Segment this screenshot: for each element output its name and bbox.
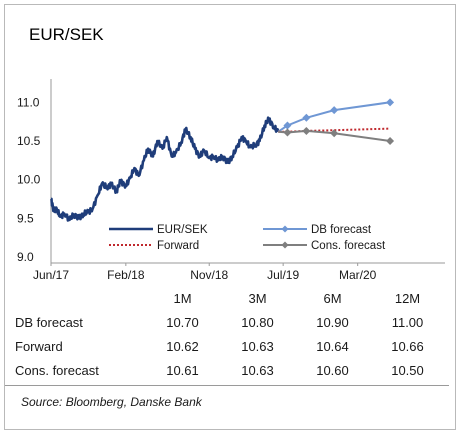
table-column-header: 1M <box>173 290 192 306</box>
legend-label: Forward <box>157 240 199 252</box>
table-column-header: 12M <box>394 290 421 306</box>
table-row: Forward 10.62 10.63 10.64 10.66 <box>15 334 445 358</box>
table-row: DB forecast 10.70 10.80 10.90 11.00 <box>15 310 445 334</box>
legend: EUR/SEK DB forecast Forward Cons. forecast <box>109 224 386 252</box>
y-tick-label: 9.5 <box>17 211 34 225</box>
table-cell: 10.63 <box>241 362 274 378</box>
y-tick-label: 11.0 <box>17 95 40 109</box>
table-cell: 10.70 <box>166 314 199 330</box>
forecast-table: 1M 3M 6M 12M DB forecast 10.70 10.80 10.90 11.00… <box>15 286 445 382</box>
data-point-marker <box>283 128 292 137</box>
legend-label: Cons. forecast <box>311 240 386 252</box>
x-tick-label: Jun/17 <box>33 268 69 282</box>
table-column-header: 6M <box>323 290 342 306</box>
data-point-marker <box>302 113 311 122</box>
x-tick-label: Mar/20 <box>339 268 377 282</box>
table-column-header: 3M <box>248 290 267 306</box>
series-line-eur-sek <box>50 116 280 222</box>
table-row-label: Forward <box>15 338 63 354</box>
series-lines <box>50 98 395 222</box>
table-row-label: Cons. forecast <box>15 362 99 378</box>
data-point-marker <box>283 121 292 130</box>
y-tick-label: 10.5 <box>17 134 41 148</box>
line-chart: 9.0 9.5 10.0 10.5 11.0 Jun/17 Feb/18 Nov/18 Jul/… <box>17 79 445 282</box>
y-tick-label: 10.0 <box>17 173 41 187</box>
table-row: Cons. forecast 10.61 10.63 10.60 10.50 <box>15 358 445 382</box>
table-cell: 10.80 <box>241 314 274 330</box>
legend-label: EUR/SEK <box>157 224 208 236</box>
legend-marker <box>281 225 289 233</box>
x-tick-label: Nov/18 <box>190 268 228 282</box>
data-point-marker <box>386 98 395 107</box>
data-point-marker <box>302 126 311 135</box>
table-cell: 10.63 <box>241 338 274 354</box>
table-cell: 10.64 <box>316 338 349 354</box>
chart-title: EUR/SEK <box>29 25 104 44</box>
source-divider <box>5 385 449 386</box>
source-note: Source: Bloomberg, Danske Bank <box>21 395 202 409</box>
table-header-row: 1M 3M 6M 12M <box>15 286 445 310</box>
legend-marker <box>281 241 289 249</box>
axes: 9.0 9.5 10.0 10.5 11.0 Jun/17 Feb/18 Nov/18 Jul/… <box>17 79 445 282</box>
chart-frame: EUR/SEK 9.0 9.5 10.0 10.5 11.0 Jun/17 Feb/18 No… <box>4 4 456 430</box>
legend-label: DB forecast <box>311 224 372 236</box>
table-cell: 10.60 <box>316 362 349 378</box>
table-cell: 10.62 <box>166 338 199 354</box>
x-tick-label: Feb/18 <box>107 268 145 282</box>
table-row-label: DB forecast <box>15 314 83 330</box>
table-cell: 10.90 <box>316 314 349 330</box>
table-cell: 10.66 <box>391 338 424 354</box>
table-cell: 10.50 <box>391 362 424 378</box>
table-cell: 11.00 <box>391 314 424 330</box>
x-tick-label: Jul/19 <box>267 268 299 282</box>
table-cell: 10.61 <box>166 362 199 378</box>
table-corner-cell <box>15 286 145 310</box>
data-point-marker <box>386 137 395 145</box>
data-point-marker <box>330 129 339 138</box>
data-point-marker <box>330 106 339 115</box>
y-tick-label: 9.0 <box>17 250 34 264</box>
